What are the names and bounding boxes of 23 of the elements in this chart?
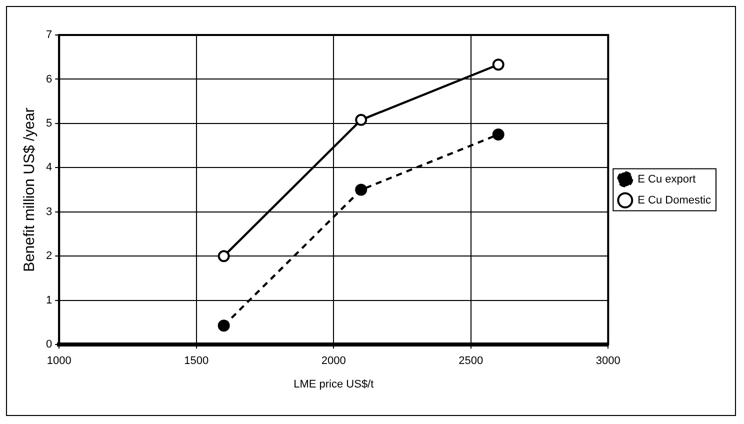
y-tick-label: 1 xyxy=(46,294,52,306)
point xyxy=(355,114,368,126)
y-axis-title: Benefit million US$ /year xyxy=(21,108,38,272)
x-tick-label: 1000 xyxy=(46,355,72,368)
x-axis-title: LME price US$/t xyxy=(294,378,374,390)
x-tick-label: 2500 xyxy=(458,355,484,368)
x-tick-label: 3000 xyxy=(596,355,620,368)
legend-label: E Cu Domestic xyxy=(638,194,712,206)
point xyxy=(218,250,230,262)
point xyxy=(218,320,230,332)
point xyxy=(492,58,504,71)
point xyxy=(492,128,504,141)
y-tick-label: 2 xyxy=(46,250,52,262)
y-tick-label: 5 xyxy=(46,117,52,130)
y-tick-label: 7 xyxy=(46,29,52,42)
y-tick-label: 0 xyxy=(46,338,52,351)
point xyxy=(355,184,368,196)
x-tick-label: 1500 xyxy=(184,355,209,368)
y-tick-label: 3 xyxy=(46,206,52,218)
legend-label: E Cu export xyxy=(638,173,696,186)
y-tick-label: 6 xyxy=(46,73,52,86)
y-tick-label: 4 xyxy=(46,162,52,174)
x-tick-label: 2000 xyxy=(321,355,346,368)
